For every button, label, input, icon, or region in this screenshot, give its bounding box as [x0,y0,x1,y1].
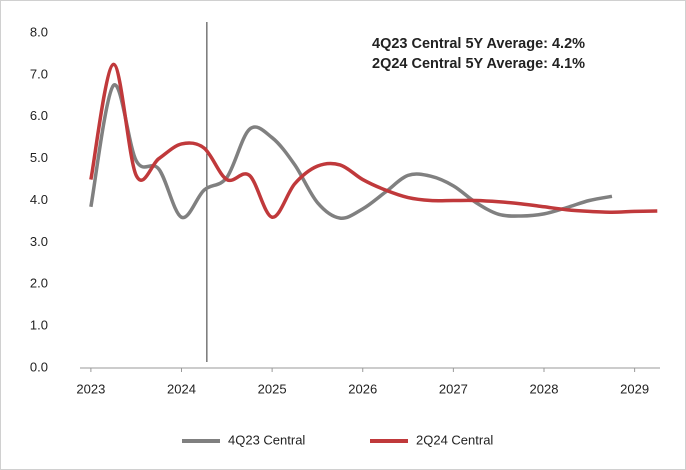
y-tick-label: 8.0 [30,24,48,39]
x-tick-label: 2025 [258,381,287,396]
y-tick-label: 4.0 [30,192,48,207]
x-tick-label: 2029 [620,381,649,396]
series-line [89,83,613,220]
annotation: 2Q24 Central 5Y Average: 4.1% [372,56,585,72]
x-tick-label: 2026 [348,381,377,396]
x-tick-label: 2023 [76,381,105,396]
legend-label: 4Q23 Central [228,432,305,447]
x-tick-label: 2027 [439,381,468,396]
y-tick-label: 2.0 [30,276,48,291]
x-tick-label: 2028 [530,381,559,396]
series-line [89,62,658,219]
x-tick-label: 2024 [167,381,196,396]
legend-label: 2Q24 Central [416,432,493,447]
y-tick-label: 3.0 [30,234,48,249]
y-tick-label: 5.0 [30,150,48,165]
y-tick-label: 7.0 [30,66,48,81]
y-tick-label: 6.0 [30,108,48,123]
y-tick-label: 0.0 [30,359,48,374]
annotation: 4Q23 Central 5Y Average: 4.2% [372,36,585,52]
y-tick-label: 1.0 [30,318,48,333]
